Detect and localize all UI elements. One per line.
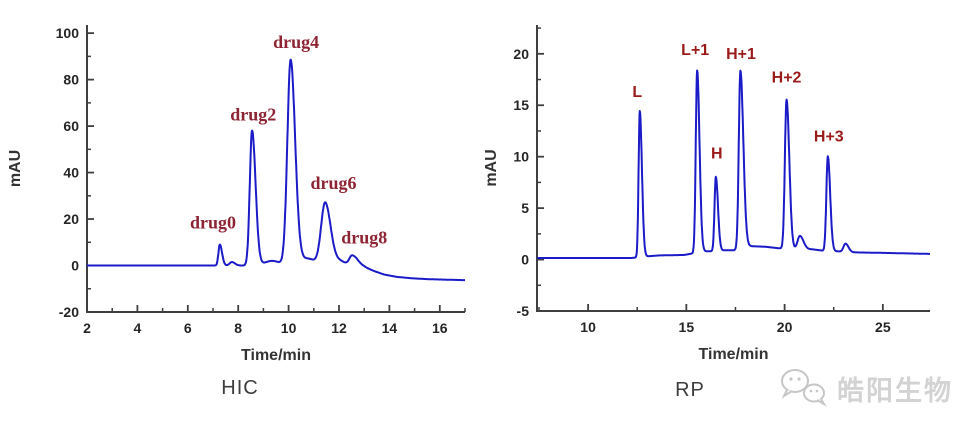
peak-label-H+1: H+1 [726, 46, 756, 63]
rp-plot-svg: 10 15 20 25 0 5 10 15 20 -5 Time/min mAU L L+1 H H+1 H+2… [483, 25, 931, 363]
rp-trace-line [536, 69, 931, 259]
peak-label-H: H [711, 146, 723, 163]
y-tick-label: 40 [63, 165, 79, 181]
hic-caption: HIC [221, 377, 259, 399]
rp-caption: RP [675, 379, 705, 401]
peak-label-H+2: H+2 [772, 70, 802, 87]
peak-label-drug0: drug0 [190, 212, 236, 232]
peak-label-L: L [632, 84, 642, 101]
x-tick-label: 8 [234, 320, 242, 336]
rp-axes: 10 15 20 25 0 5 10 15 20 -5 Time/min mAU [483, 25, 930, 363]
hic-trace-line [86, 58, 466, 282]
peak-label-H+3: H+3 [814, 128, 844, 145]
x-tick-label: 14 [382, 320, 398, 336]
x-tick-label: 2 [83, 320, 91, 336]
axis-spines [536, 25, 930, 312]
y-tick-label: -20 [59, 304, 79, 320]
y-tick-label: 15 [513, 97, 529, 113]
x-tick-label: 4 [134, 320, 142, 336]
y-tick-label: 80 [63, 72, 79, 88]
x-tick-label: 10 [580, 319, 596, 335]
x-tick-label: 16 [432, 320, 448, 336]
x-axis-label: Time/min [241, 347, 311, 364]
y-tick-label: 20 [63, 211, 79, 227]
y-axis-label: mAU [483, 149, 500, 186]
x-tick-label: 10 [281, 320, 297, 336]
y-tick-label: -5 [517, 303, 530, 319]
y-tick-label: 20 [513, 46, 529, 62]
x-tick-label: 12 [331, 320, 347, 336]
y-tick-label: 0 [71, 258, 79, 274]
peak-label-drug2: drug2 [230, 104, 276, 124]
hic-peak-labels: drug0 drug2 drug4 drug6 drug8 [190, 32, 387, 247]
rp-peak-labels: L L+1 H H+1 H+2 H+3 [632, 42, 843, 163]
x-tick-label: 6 [184, 320, 192, 336]
peak-label-drug4: drug4 [273, 32, 319, 52]
peak-label-drug6: drug6 [310, 173, 356, 193]
axis-spines [86, 25, 465, 313]
peak-label-drug8: drug8 [341, 227, 387, 247]
y-tick-label: 10 [513, 149, 529, 165]
y-tick-label: 5 [521, 200, 529, 216]
x-axis-label: Time/min [699, 346, 769, 363]
hic-plot-svg: 2 4 6 8 10 12 14 16 -20 0 20 40 60 80 100 Time/min mAU dr… [7, 25, 466, 364]
hic-axes: 2 4 6 8 10 12 14 16 -20 0 20 40 60 80 100 Time/min mAU [7, 25, 466, 364]
rp-chromatogram: 10 15 20 25 0 5 10 15 20 -5 Time/min mAU L L+1 H H+1 H+2… [480, 0, 959, 372]
y-tick-label: 0 [521, 252, 529, 268]
peak-label-L+1: L+1 [681, 42, 709, 59]
x-tick-label: 25 [875, 319, 891, 335]
x-tick-label: 20 [777, 319, 793, 335]
y-axis-label: mAU [7, 150, 24, 187]
hic-chromatogram: 2 4 6 8 10 12 14 16 -20 0 20 40 60 80 100 Time/min mAU dr… [0, 0, 480, 372]
y-tick-label: 60 [63, 118, 79, 134]
x-tick-label: 15 [679, 319, 695, 335]
y-tick-label: 100 [56, 25, 80, 41]
